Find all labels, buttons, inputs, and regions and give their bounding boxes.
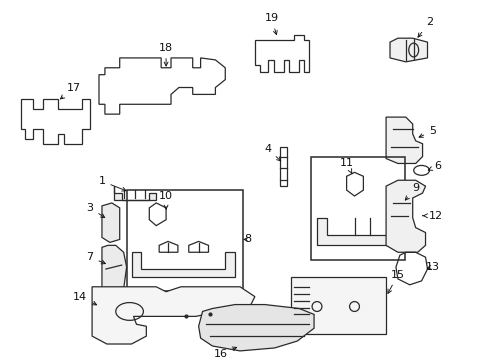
Text: 13: 13 [425, 262, 440, 272]
Text: 3: 3 [87, 203, 105, 217]
Text: 16: 16 [213, 347, 237, 359]
Text: 7: 7 [87, 252, 105, 264]
Text: 6: 6 [428, 161, 441, 171]
Bar [126, 190, 243, 291]
Polygon shape [390, 38, 427, 62]
Polygon shape [102, 246, 126, 295]
Polygon shape [292, 277, 386, 334]
Text: 12: 12 [423, 211, 442, 221]
Polygon shape [131, 252, 235, 277]
Text: 4: 4 [264, 144, 281, 161]
Polygon shape [92, 287, 255, 344]
Text: 10: 10 [159, 191, 173, 209]
Text: 8: 8 [244, 234, 251, 244]
Text: 15: 15 [388, 270, 405, 293]
Text: 14: 14 [73, 292, 97, 305]
Bar [311, 157, 405, 260]
Polygon shape [317, 218, 398, 246]
Text: 18: 18 [159, 43, 173, 66]
Polygon shape [102, 203, 120, 242]
Text: 2: 2 [418, 17, 433, 37]
Polygon shape [114, 186, 156, 200]
Text: 5: 5 [419, 126, 436, 137]
Polygon shape [386, 117, 422, 163]
Text: 9: 9 [405, 183, 419, 200]
Text: 1: 1 [98, 176, 126, 191]
Text: 11: 11 [340, 158, 354, 174]
Text: 19: 19 [265, 13, 279, 35]
Polygon shape [198, 305, 314, 351]
Polygon shape [386, 180, 425, 252]
Text: 17: 17 [60, 82, 81, 99]
